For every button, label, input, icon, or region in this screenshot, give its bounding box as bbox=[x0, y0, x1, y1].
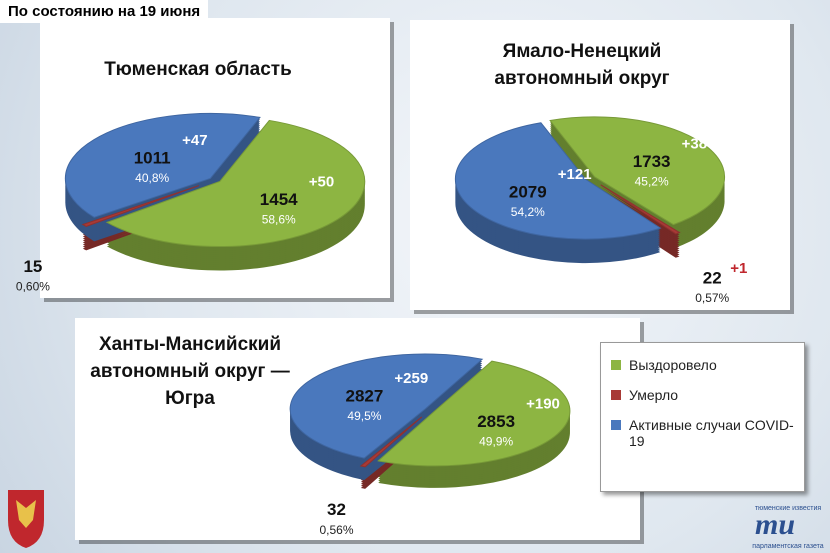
value-label: 2853 bbox=[477, 412, 515, 431]
share-label: 54,2% bbox=[511, 205, 545, 219]
publisher-mark: ти bbox=[755, 508, 795, 541]
chart-title: автономный округ bbox=[494, 68, 669, 89]
slice bbox=[600, 184, 681, 235]
slice bbox=[64, 112, 261, 218]
change-label: +47 bbox=[182, 132, 207, 149]
legend-label: Выздоровело bbox=[629, 357, 717, 373]
chart-title: Тюменская область bbox=[104, 59, 292, 80]
share-label: 49,9% bbox=[479, 435, 513, 449]
share-label: 0,57% bbox=[695, 291, 729, 305]
legend-entry: Активные случаи COVID-19 bbox=[611, 417, 794, 449]
emblem-eagle bbox=[16, 500, 36, 528]
change-label: +1 bbox=[730, 260, 747, 277]
slice bbox=[377, 360, 571, 467]
value-label: 22 bbox=[703, 268, 722, 287]
chart-title: Югра bbox=[165, 388, 215, 409]
header: По состоянию на 19 июня bbox=[0, 0, 209, 23]
legend: Выздоровело Умерло Активные случаи COVID-1… bbox=[600, 342, 805, 492]
change-label: +190 bbox=[526, 395, 560, 412]
slice bbox=[454, 122, 662, 240]
slice bbox=[105, 119, 366, 248]
slice bbox=[81, 185, 200, 227]
slice bbox=[359, 416, 423, 468]
legend-swatch bbox=[611, 390, 621, 400]
chart-title: Ямало-Ненецкий bbox=[503, 41, 662, 62]
share-label: 40,8% bbox=[135, 171, 169, 185]
change-label: +121 bbox=[558, 166, 592, 183]
share-label: 45,2% bbox=[635, 175, 669, 189]
change-label: +38 bbox=[682, 135, 707, 152]
value-label: 1454 bbox=[260, 190, 298, 209]
value-label: 32 bbox=[327, 500, 346, 519]
change-label: +259 bbox=[394, 370, 428, 387]
share-label: 0,56% bbox=[319, 523, 353, 537]
publisher-top: тюменские известия bbox=[755, 505, 822, 512]
legend-swatch bbox=[611, 420, 621, 430]
value-label: 1011 bbox=[134, 149, 171, 168]
value-label: 15 bbox=[23, 257, 42, 276]
legend-label: Активные случаи COVID-19 bbox=[629, 417, 794, 449]
value-label: 2827 bbox=[346, 387, 384, 406]
share-label: 58,6% bbox=[262, 213, 296, 227]
value-label: 2079 bbox=[509, 182, 547, 201]
publisher-bottom: парламентская газета bbox=[752, 543, 823, 550]
share-label: 0,60% bbox=[16, 280, 50, 294]
value-label: 1733 bbox=[633, 152, 671, 171]
slice bbox=[549, 116, 726, 226]
slice-side bbox=[600, 188, 680, 238]
chart-title: автономный округ — bbox=[90, 361, 289, 382]
change-label: +50 bbox=[309, 173, 334, 190]
legend-entry: Выздоровело bbox=[611, 357, 794, 373]
share-label: 49,5% bbox=[347, 409, 381, 423]
legend-swatch bbox=[611, 360, 621, 370]
legend-label: Умерло bbox=[629, 387, 679, 403]
slice bbox=[289, 353, 484, 459]
legend-entry: Умерло bbox=[611, 387, 794, 403]
chart-title: Ханты-Мансийский bbox=[99, 334, 281, 355]
